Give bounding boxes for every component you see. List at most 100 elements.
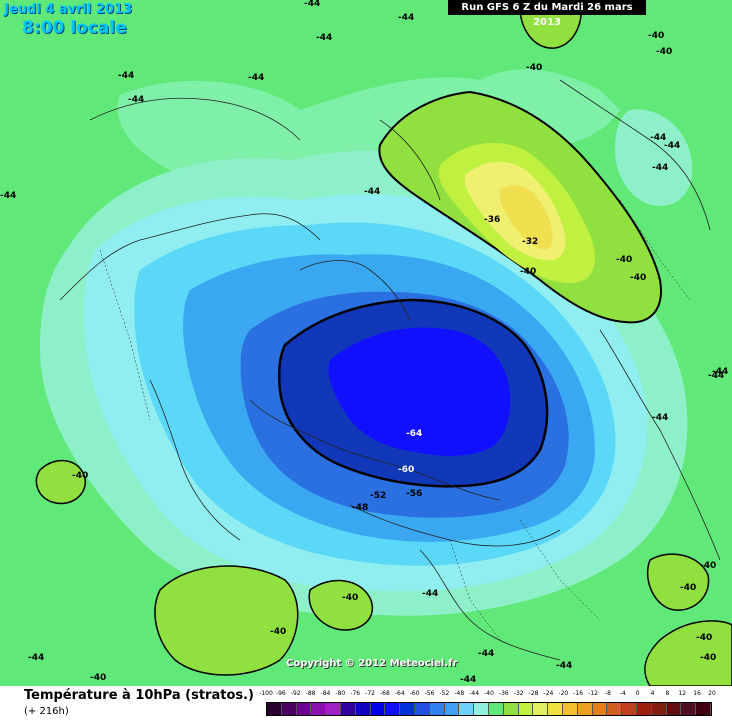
scale-swatch: [267, 703, 282, 715]
copyright: Copyright © 2012 Meteociel.fr: [286, 658, 458, 669]
scale-swatch: [311, 703, 327, 715]
scale-swatch: [622, 703, 637, 715]
forecast-time: 8:00 locale: [22, 18, 127, 38]
map-label: -44: [364, 187, 380, 197]
scale-tick-label: -72: [365, 690, 375, 697]
scale-swatch: [355, 703, 371, 715]
scale-swatch: [326, 703, 341, 715]
blob-minus40-south: [308, 579, 374, 631]
scale-tick-label: -60: [409, 690, 420, 697]
map-label: -44: [28, 653, 44, 663]
scale-tick-label: -48: [454, 690, 465, 697]
map-label: -44: [664, 141, 680, 151]
scale-tick-label: 0: [635, 690, 640, 697]
scale-swatch: [414, 703, 430, 715]
scale-swatch: [340, 703, 356, 715]
map-label: -44: [248, 73, 264, 83]
map-label: -44: [478, 649, 494, 659]
map-label: -40: [90, 673, 106, 683]
blob-minus40-se: [646, 553, 710, 611]
scale-swatch: [296, 703, 312, 715]
map-label: -44: [118, 71, 134, 81]
scale-swatch: [503, 703, 519, 715]
scale-tick-label: -20: [558, 690, 569, 697]
run-info: Run GFS 6 Z du Mardi 26 mars 2013: [448, 0, 646, 28]
map-label: -44: [398, 13, 414, 23]
scale-swatch: [636, 703, 652, 715]
map-label: -44: [422, 589, 438, 599]
map-label: -44: [304, 0, 320, 9]
map-label: -44: [316, 33, 332, 43]
scale-swatch: [429, 703, 445, 715]
scale-swatch: [385, 703, 401, 715]
map-label: -44: [652, 413, 668, 423]
scale-tick-label: -92: [290, 690, 301, 697]
map-label: -44: [128, 95, 144, 105]
map-label: -52: [370, 491, 386, 501]
scale-swatch: [577, 703, 593, 715]
map-label: -40: [648, 31, 664, 41]
scale-swatch: [518, 703, 534, 715]
legend-footer: Température à 10hPa (stratos.) (+ 216h) …: [0, 686, 732, 724]
map-label: -40: [270, 627, 286, 637]
scale-swatch: [281, 703, 297, 715]
temperature-map: -44 -44 -44 -44 -44 -44 -44 -44 -44 -40 …: [0, 0, 732, 686]
scale-tick-label: -8: [604, 690, 611, 697]
legend-title: Température à 10hPa (stratos.): [24, 688, 254, 703]
map-label: -60: [398, 465, 414, 475]
contour-minus68: [328, 327, 511, 456]
forecast-date: Jeudi 4 avril 2013: [4, 2, 133, 17]
scale-tick-label: -64: [394, 690, 405, 697]
map-label: -40: [700, 653, 716, 663]
map-label: -40: [656, 47, 672, 57]
map-label: -40: [680, 583, 696, 593]
blob-minus40-se2: [644, 620, 732, 686]
map-label: -44: [0, 191, 16, 201]
scale-swatch: [592, 703, 608, 715]
map-label: -44: [556, 661, 572, 671]
map-label: -40: [342, 593, 358, 603]
scale-tick-label: 4: [650, 690, 655, 697]
map-label: -40: [630, 273, 646, 283]
scale-tick-label: -4: [619, 690, 626, 697]
scale-swatch: [459, 703, 475, 715]
scale-swatch: [607, 703, 623, 715]
scale-tick-label: -36: [498, 690, 509, 697]
map-label: -44: [650, 133, 666, 143]
blob-minus40-west: [35, 459, 86, 505]
contour-minus28: [500, 185, 553, 250]
map-label: -44: [712, 367, 728, 377]
scale-swatch: [444, 703, 460, 715]
scale-tick-label: -100: [259, 690, 273, 697]
map-label: -44: [652, 163, 668, 173]
scale-swatch: [681, 703, 697, 715]
scale-tick-label: -40: [484, 690, 494, 697]
map-label: -56: [406, 489, 422, 499]
scale-swatch: [400, 703, 415, 715]
scale-tick-label: 8: [665, 690, 670, 697]
scale-swatch: [548, 703, 563, 715]
scale-swatch: [370, 703, 386, 715]
map-label: -40: [696, 633, 712, 643]
map-label: -48: [352, 503, 368, 513]
scale-tick-label: -56: [424, 690, 435, 697]
blob-minus40-sw: [154, 565, 299, 676]
map-label: -40: [700, 561, 716, 571]
scale-tick-label: 12: [678, 690, 687, 697]
scale-tick-label: -44: [469, 690, 480, 697]
scale-swatch: [533, 703, 549, 715]
color-scale-bar: [266, 702, 712, 716]
map-label: -40: [72, 471, 88, 481]
scale-tick-label: -68: [380, 690, 390, 697]
map-label: -40: [520, 267, 536, 277]
map-label: -36: [484, 215, 500, 225]
map-label: -64: [406, 429, 422, 439]
coastlines: [59, 79, 721, 661]
blob-minus44-ne: [615, 109, 693, 206]
scale-tick-label: -28: [528, 690, 539, 697]
lead-time: (+ 216h): [24, 706, 69, 717]
borders: [99, 199, 691, 641]
scale-swatch: [488, 703, 504, 715]
scale-swatch: [651, 703, 667, 715]
